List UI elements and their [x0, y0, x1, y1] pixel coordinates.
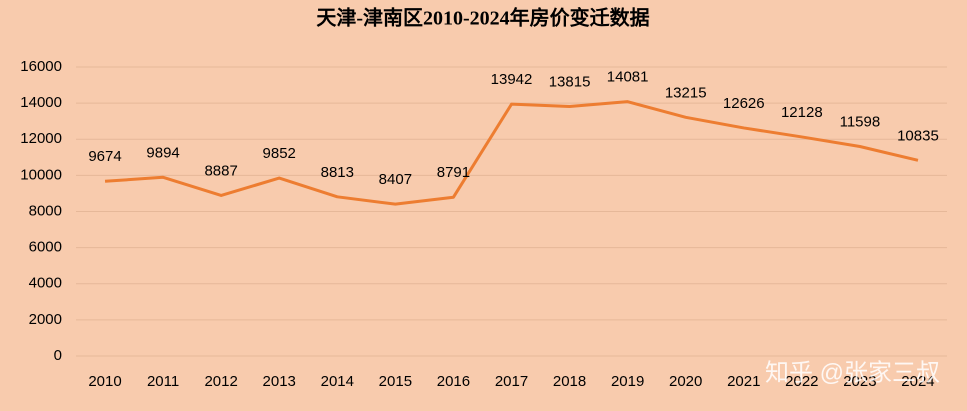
y-tick-label: 2000 — [29, 311, 62, 328]
data-label: 9674 — [88, 148, 121, 165]
data-label: 9852 — [263, 145, 296, 162]
data-label: 12128 — [781, 104, 823, 121]
data-label: 9894 — [146, 144, 179, 161]
x-tick-label: 2020 — [669, 373, 702, 390]
x-tick-label: 2023 — [843, 373, 876, 390]
x-tick-label: 2011 — [147, 373, 179, 390]
y-tick-label: 10000 — [20, 166, 62, 183]
data-label: 8791 — [437, 164, 470, 181]
data-label: 14081 — [607, 69, 649, 86]
x-tick-label: 2017 — [495, 373, 528, 390]
data-label: 12626 — [723, 95, 765, 112]
data-label: 8407 — [379, 171, 412, 188]
data-label: 8887 — [204, 162, 237, 179]
y-tick-label: 8000 — [29, 202, 62, 219]
x-tick-label: 2021 — [727, 373, 760, 390]
data-label: 11598 — [840, 113, 881, 130]
x-tick-label: 2012 — [204, 373, 237, 390]
x-tick-label: 2016 — [437, 373, 470, 390]
y-tick-label: 12000 — [20, 130, 62, 147]
y-tick-label: 16000 — [20, 58, 62, 75]
x-tick-label: 2014 — [321, 373, 354, 390]
data-line — [104, 100, 919, 206]
x-tick-label: 2010 — [88, 373, 121, 390]
watermark: 知乎 @张家三叔 — [765, 359, 940, 386]
y-tick-label: 4000 — [29, 275, 62, 292]
data-label: 13815 — [549, 73, 591, 90]
x-tick-label: 2018 — [553, 373, 586, 390]
y-tick-label: 0 — [54, 347, 62, 364]
data-label: 10835 — [897, 127, 939, 144]
x-tick-label: 2022 — [785, 373, 818, 390]
y-tick-label: 14000 — [20, 94, 62, 111]
x-tick-label: 2015 — [379, 373, 412, 390]
data-label: 13215 — [665, 84, 707, 101]
x-tick-label: 2024 — [901, 373, 934, 390]
x-tick-label: 2013 — [263, 373, 296, 390]
data-label: 8813 — [321, 164, 354, 181]
data-label: 13942 — [491, 71, 533, 88]
y-tick-label: 6000 — [29, 239, 62, 256]
chart-title: 天津-津南区2010-2024年房价变迁数据 — [316, 6, 649, 30]
x-tick-label: 2019 — [611, 373, 644, 390]
